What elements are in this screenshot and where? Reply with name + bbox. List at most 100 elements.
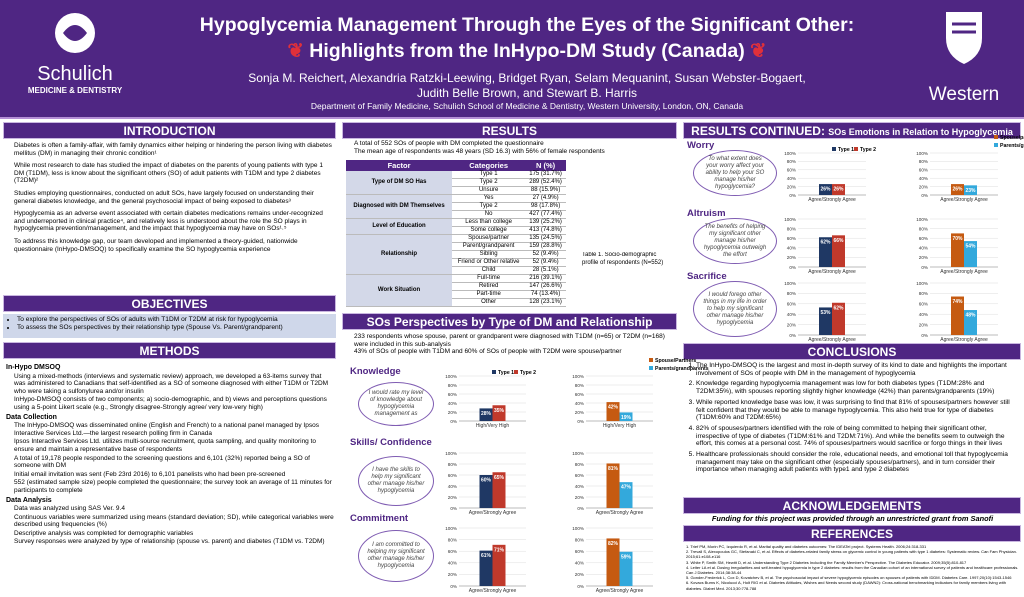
skills-quote: I have the skills to help my significant… (358, 456, 434, 506)
legend-label: Type 1 (498, 370, 514, 376)
y-tick-label: 0% (921, 265, 928, 270)
bar-parents-grandparents (619, 551, 633, 586)
introduction-list: Diabetes is often a family-affair, with … (6, 142, 334, 253)
bar-value-label: 65% (494, 475, 505, 481)
table-cell: 139 (25.2%) (525, 218, 566, 227)
y-tick-label: 80% (919, 291, 928, 296)
table-cell: Unsure (452, 186, 526, 195)
bar-spouse-partners (606, 463, 620, 508)
objective-item: To explore the perspectives of SOs of ad… (17, 316, 330, 324)
methods-sub3: Data Analysis (6, 496, 52, 504)
bar-parents-grandparents (964, 241, 977, 267)
introduction-body: Diabetes is often a family-affair, with … (6, 142, 334, 292)
bar-value-label: 61% (481, 553, 492, 559)
affiliation: Department of Family Medicine, Schulich … (310, 101, 744, 111)
table-row: Diagnosed with DM Themselves Yes 27 (4.9%) (346, 194, 566, 219)
x-category-label: High/Very High (603, 423, 637, 429)
y-tick-label: 60% (919, 236, 928, 241)
bar-value-label: 70% (952, 236, 963, 242)
y-tick-label: 100% (445, 374, 457, 379)
table-row: Work Situation Full-time 216 (39.1%) (346, 274, 566, 307)
legend-swatch (854, 147, 858, 151)
methods-bullet: Descriptive analysis was completed for d… (14, 530, 334, 538)
introduction-heading: INTRODUCTION (3, 122, 336, 139)
results-bullet: The mean age of respondents was 48 years… (354, 148, 676, 156)
methods-bullet: 552 (estimated sample size) people compl… (14, 479, 334, 494)
y-tick-label: 100% (572, 526, 584, 531)
table-cell: Spouse/partner (452, 234, 526, 243)
bar-type-2 (832, 235, 845, 267)
conclusions-body: The InHypo-DMSOQ is the largest and most… (686, 362, 1019, 494)
x-category-label: Agree/Strongly Agree (469, 588, 517, 594)
x-category-label: Agree/Strongly Agree (596, 510, 644, 516)
y-tick-label: 40% (787, 312, 796, 317)
altruism-quote: The benefits of helping my significant o… (693, 218, 777, 264)
bar-type-2 (492, 472, 506, 508)
bar-value-label: 66% (833, 238, 844, 244)
bar-type-1 (479, 475, 493, 508)
y-tick-label: 60% (787, 302, 796, 307)
poster-title-line2: ❦ Highlights from the InHypo-DM Study (C… (150, 39, 904, 64)
table-cell: 52 (9.4%) (525, 258, 566, 267)
methods-bullet: Continuous variables were summarized usi… (14, 514, 334, 529)
objective-item: To assess the SOs perspectives by their … (17, 324, 330, 332)
x-category-label: Agree/Strongly Agree (808, 197, 856, 203)
y-tick-label: 40% (787, 246, 796, 251)
bar-parents-grandparents (619, 482, 633, 508)
table-cell: Type 1 (452, 171, 526, 179)
table-cell: 413 (74.8%) (525, 226, 566, 235)
table-header: N (%) (525, 160, 566, 171)
bar-value-label: 59% (621, 554, 632, 560)
y-tick-label: 60% (448, 392, 457, 397)
logo-left-sub: MEDICINE & DENTISTRY (28, 86, 123, 95)
y-tick-label: 80% (919, 226, 928, 231)
y-tick-label: 80% (919, 159, 928, 164)
legend-label: Type 2 (520, 370, 536, 376)
y-tick-label: 40% (575, 484, 584, 489)
table-factor: Relationship (346, 234, 453, 275)
results-continued-main: RESULTS CONTINUED: (691, 124, 825, 138)
objectives-list: To explore the perspectives of SOs of ad… (9, 316, 330, 333)
y-tick-label: 0% (921, 333, 928, 338)
methods-sub1: In-Hypo DMSOQ (6, 364, 61, 371)
bar-type-1 (819, 237, 832, 267)
conclusion-item: While reported knowledge base was low, i… (696, 399, 1019, 422)
table-row: Some college 413 (74.8%) (346, 226, 566, 235)
y-tick-label: 60% (787, 236, 796, 241)
y-tick-label: 60% (575, 473, 584, 478)
table-factor: Level of Education (346, 218, 453, 235)
table-cell: Other (452, 298, 526, 307)
knowledge-label: Knowledge (350, 366, 401, 377)
table-factor: Type of DM SO Has (346, 171, 453, 195)
x-category-label: Agree/Strongly Agree (808, 269, 856, 275)
references-list: 1. Trief PM, Morin PC, Izquierdo R, et a… (686, 544, 1019, 596)
y-tick-label: 80% (448, 383, 457, 388)
bar-spouse-partners (606, 538, 620, 586)
y-tick-label: 0% (789, 265, 796, 270)
legend-swatch (832, 147, 836, 151)
conclusions-heading: CONCLUSIONS (683, 343, 1021, 360)
y-tick-label: 100% (784, 281, 796, 286)
table-header: Categories (452, 160, 526, 171)
bar-spouse-partners (951, 296, 964, 335)
y-tick-label: 100% (916, 151, 928, 156)
table-row: Retired 147 (26.6%) (346, 282, 566, 291)
table-cell: 159 (28.8%) (525, 242, 566, 251)
worry-quote: To what extent does your worry affect yo… (693, 150, 777, 196)
table-cell: Friend or Other relative (452, 258, 526, 267)
logo-left-name: Schulich (37, 63, 113, 85)
y-tick-label: 20% (575, 572, 584, 577)
y-tick-label: 80% (575, 537, 584, 542)
bar-type-2 (492, 405, 506, 421)
methods-body: In-Hypo DMSOQ Using a mixed-methods (int… (6, 362, 334, 595)
bar-value-label: 60% (481, 478, 492, 484)
table-cell: Less than college (452, 218, 526, 227)
methods-bullet: Data was analyzed using SAS Ver. 9.4 (14, 505, 334, 513)
table-cell: Yes (452, 194, 526, 203)
acknowledgements-heading: ACKNOWLEDGEMENTS (683, 497, 1021, 514)
y-tick-label: 40% (448, 561, 457, 566)
table-cell: Parent/grandparent (452, 242, 526, 251)
results-bullet: A total of 552 SOs of people with DM com… (354, 140, 676, 148)
bar-value-label: 82% (608, 541, 619, 547)
y-tick-label: 40% (919, 312, 928, 317)
